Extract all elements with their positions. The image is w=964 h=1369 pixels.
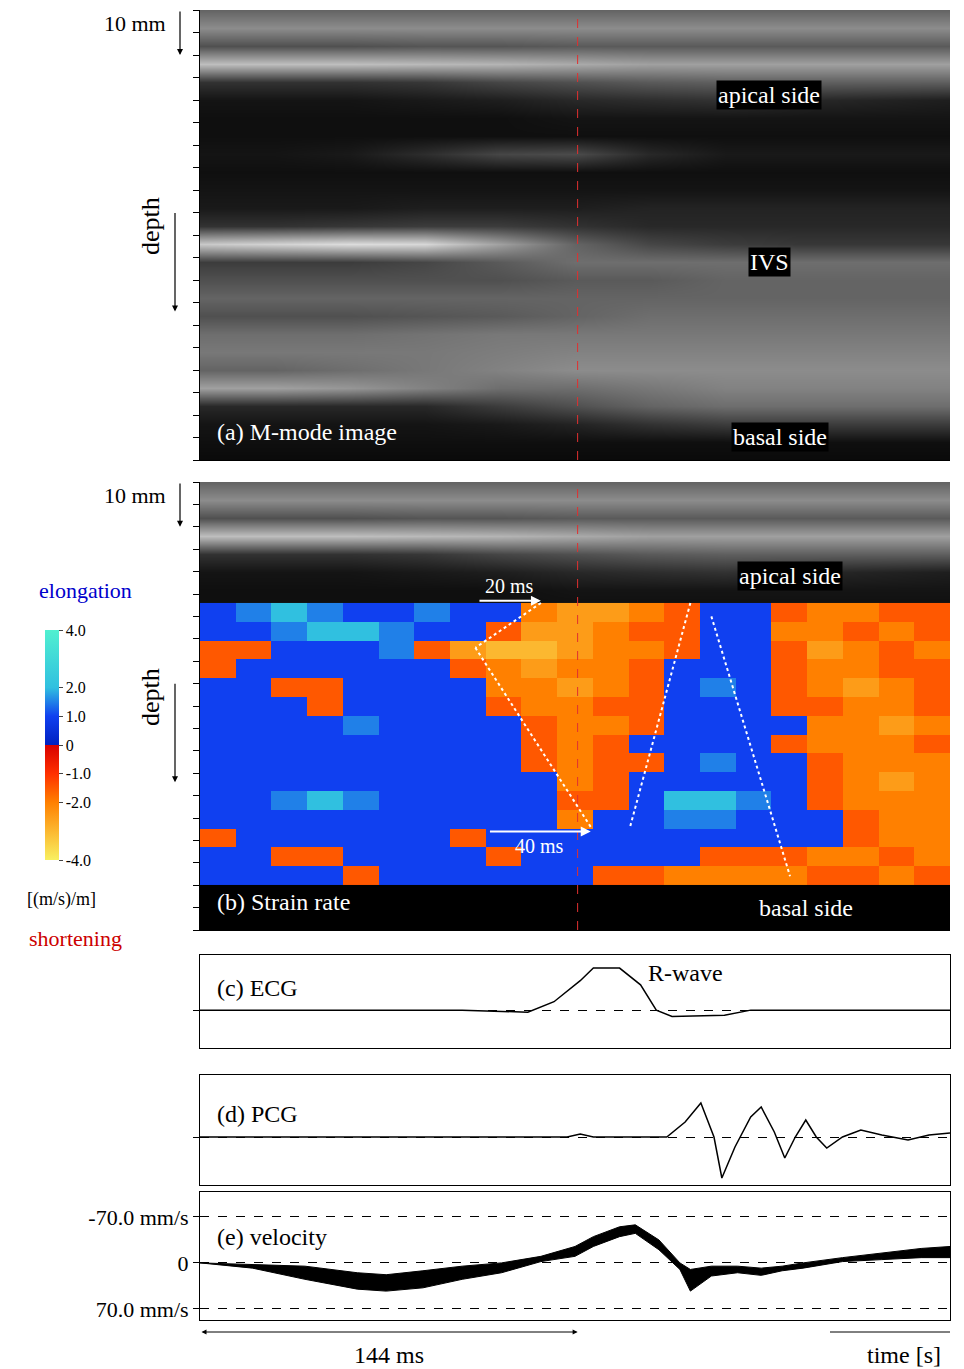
- svg-text:time [s]: time [s]: [867, 1342, 941, 1368]
- svg-text:elongation: elongation: [39, 578, 132, 603]
- svg-text:-70.0 mm/s: -70.0 mm/s: [88, 1205, 188, 1230]
- svg-text:70.0 mm/s: 70.0 mm/s: [96, 1297, 189, 1322]
- svg-text:-4.0: -4.0: [66, 852, 91, 869]
- svg-text:4.0: 4.0: [66, 622, 86, 639]
- svg-text:(a) M-mode image: (a) M-mode image: [217, 419, 397, 445]
- svg-text:(c) ECG: (c) ECG: [217, 975, 298, 1001]
- svg-text:basal side: basal side: [733, 424, 827, 450]
- svg-text:10 mm: 10 mm: [104, 11, 166, 36]
- svg-text:apical side: apical side: [739, 563, 841, 589]
- svg-text:shortening: shortening: [29, 926, 122, 951]
- svg-text:(b) Strain rate: (b) Strain rate: [217, 889, 350, 915]
- svg-text:depth: depth: [136, 668, 165, 726]
- svg-text:(d) PCG: (d) PCG: [217, 1101, 298, 1127]
- svg-text:-1.0: -1.0: [66, 765, 91, 782]
- svg-text:[(m/s)/m]: [(m/s)/m]: [27, 889, 96, 910]
- svg-text:0: 0: [178, 1251, 189, 1276]
- svg-text:depth: depth: [136, 197, 165, 255]
- svg-text:40 ms: 40 ms: [515, 835, 564, 857]
- svg-text:IVS: IVS: [750, 249, 789, 275]
- svg-text:-2.0: -2.0: [66, 794, 91, 811]
- svg-text:20 ms: 20 ms: [485, 575, 534, 597]
- svg-text:R-wave: R-wave: [648, 960, 723, 986]
- svg-text:0: 0: [66, 737, 74, 754]
- svg-text:144 ms: 144 ms: [354, 1342, 424, 1368]
- svg-text:basal side: basal side: [759, 895, 853, 921]
- svg-text:2.0: 2.0: [66, 679, 86, 696]
- svg-text:(e) velocity: (e) velocity: [217, 1224, 327, 1250]
- svg-text:10 mm: 10 mm: [104, 483, 166, 508]
- svg-text:apical side: apical side: [718, 82, 820, 108]
- svg-text:1.0: 1.0: [66, 708, 86, 725]
